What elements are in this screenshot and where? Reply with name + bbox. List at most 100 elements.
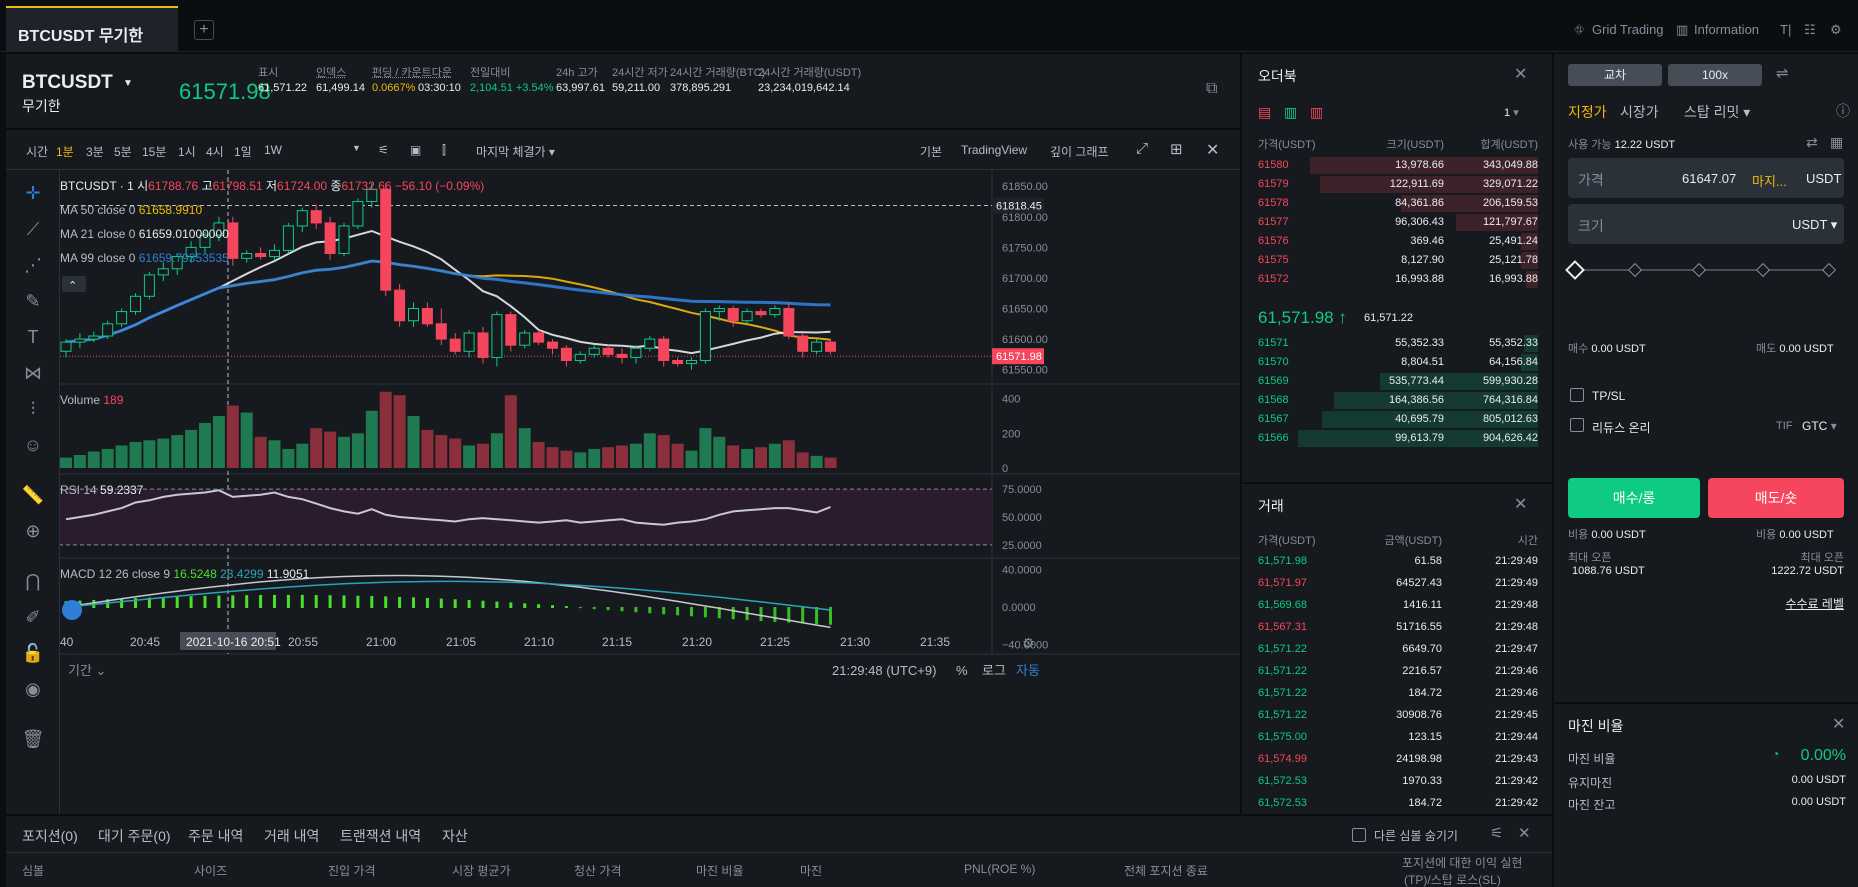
bid-row[interactable]: 61568 164,386.56 764,316.84	[1242, 391, 1552, 410]
bid-row[interactable]: 61566 99,613.79 904,626.42	[1242, 429, 1552, 448]
information-link[interactable]: Information	[1694, 22, 1760, 37]
book-both-icon[interactable]: ▤	[1258, 104, 1272, 120]
stat-label[interactable]: 인덱스	[316, 67, 347, 79]
ask-row[interactable]: 61572 16,993.88 16,993.88	[1242, 270, 1552, 289]
interval-4[interactable]: 1시	[178, 145, 196, 159]
indicator-icon[interactable]: ⚟	[378, 143, 389, 157]
slider-mark[interactable]	[1821, 262, 1837, 278]
close-icon[interactable]: ✕	[1518, 825, 1531, 842]
price-input[interactable]: 가격 61647.07 마지... USDT	[1568, 158, 1844, 198]
type-stop-limit[interactable]: 스탑 리밋 ▾	[1684, 104, 1751, 120]
ask-row[interactable]: 61578 84,361.86 206,159.53	[1242, 194, 1552, 213]
view-tradingview[interactable]: TradingView	[961, 143, 1028, 157]
size-unit-select[interactable]: USDT ▾	[1792, 217, 1838, 232]
close-icon[interactable]: ✕	[1514, 66, 1528, 83]
tab-positions[interactable]: 포지션(0)	[22, 828, 78, 844]
tab-transactions[interactable]: 트랜잭션 내역	[340, 828, 422, 844]
chevron-down-icon[interactable]: ▼	[352, 143, 361, 153]
slider-mark[interactable]	[1691, 262, 1707, 278]
pattern-icon[interactable]: ⋈	[24, 363, 42, 383]
price-type-select[interactable]: 마지막 체결가 ▾	[476, 145, 555, 159]
sell-short-button[interactable]: 매도/숏	[1708, 478, 1844, 518]
view-basic[interactable]: 기본	[920, 145, 943, 159]
layout-icon[interactable]: ⊞	[1170, 141, 1183, 158]
interval-2[interactable]: 5분	[114, 145, 132, 159]
calculator-icon[interactable]: ▦	[1830, 134, 1844, 150]
chart-svg[interactable]: 61850.00 61800.00 61750.00 61700.00 61650.00…	[6, 170, 1240, 814]
ask-row[interactable]: 61579 122,911.69 329,071.22	[1242, 175, 1552, 194]
fullscreen-icon[interactable]: ⤢	[1136, 140, 1149, 157]
slider-handle[interactable]	[1565, 260, 1585, 280]
trash-icon[interactable]: 🗑	[21, 729, 45, 749]
slider-mark[interactable]	[1755, 262, 1771, 278]
margin-mode-button[interactable]: 교차	[1568, 64, 1662, 86]
tif-select[interactable]: GTC ▾	[1802, 419, 1837, 433]
settings-icon[interactable]: ⚙	[1830, 22, 1842, 37]
info-icon[interactable]: ⓘ	[1836, 103, 1850, 119]
interval-3[interactable]: 15분	[142, 145, 167, 159]
book-bids-icon[interactable]: ▥	[1284, 104, 1298, 120]
candle-type-icon[interactable]: ⫿	[442, 143, 446, 157]
text-size-icon[interactable]: T|	[1780, 22, 1792, 37]
grid-trading-link[interactable]: Grid Trading	[1592, 22, 1664, 37]
type-market[interactable]: 시장가	[1620, 104, 1659, 120]
interval-6[interactable]: 1일	[234, 145, 252, 159]
fee-level-link[interactable]: 수수료 레벨	[1785, 597, 1844, 611]
crosshair-icon[interactable]: ✛	[25, 183, 41, 203]
symbol-name[interactable]: BTCUSDT	[22, 72, 113, 93]
lock-drawing-icon[interactable]: ✐	[25, 607, 41, 627]
hide-other-checkbox[interactable]	[1352, 828, 1366, 842]
price-last-tag[interactable]: 마지...	[1752, 174, 1787, 189]
magnet-icon[interactable]: ⋂	[25, 571, 41, 591]
reduce-only-checkbox[interactable]	[1570, 418, 1584, 432]
close-icon[interactable]: ✕	[1514, 496, 1528, 513]
text-icon[interactable]: T	[27, 327, 39, 347]
trendline-icon[interactable]: ⟋	[26, 219, 40, 239]
view-depth[interactable]: 깊이 그래프	[1050, 145, 1109, 159]
bid-row[interactable]: 61571 55,352.33 55,352.33	[1242, 334, 1552, 353]
bid-row[interactable]: 61569 535,773.44 599,930.28	[1242, 372, 1552, 391]
sliders-icon[interactable]: ⧉	[1206, 80, 1218, 97]
interval-0[interactable]: 1분	[56, 145, 74, 159]
close-icon[interactable]: ✕	[1832, 716, 1846, 733]
template-icon[interactable]: ▣	[410, 143, 422, 157]
ruler-icon[interactable]: 📏	[21, 485, 45, 505]
forecast-icon[interactable]: ⫶	[30, 399, 36, 419]
transfer-icon[interactable]: ⇄	[1806, 134, 1818, 150]
close-icon[interactable]: ✕	[1206, 142, 1220, 159]
buy-long-button[interactable]: 매수/롱	[1568, 478, 1700, 518]
stat-label[interactable]: 펀딩 / 카운트다운	[372, 67, 453, 79]
ask-row[interactable]: 61576 369.46 25,491.24	[1242, 232, 1552, 251]
tab-assets[interactable]: 자산	[442, 828, 468, 844]
bid-row[interactable]: 61570 8,804.51 64,156.84	[1242, 353, 1552, 372]
tpsl-checkbox[interactable]	[1570, 388, 1584, 402]
type-limit[interactable]: 지정가	[1568, 104, 1607, 120]
leverage-button[interactable]: 100x	[1668, 64, 1762, 86]
tab-trade-history[interactable]: 거래 내역	[264, 828, 320, 844]
ask-row[interactable]: 61575 8,127.90 25,121.78	[1242, 251, 1552, 270]
tab-order-history[interactable]: 주문 내역	[188, 828, 244, 844]
tab-open-orders[interactable]: 대기 주문(0)	[98, 828, 171, 844]
chart-area[interactable]: 61850.00 61800.00 61750.00 61700.00 61650.00…	[6, 170, 1240, 814]
interval-7[interactable]: 1W	[264, 143, 282, 157]
lock-icon[interactable]: 🔓	[21, 643, 45, 663]
tab-btcusdt[interactable]: BTCUSDT 무기한	[6, 6, 178, 52]
emoji-icon[interactable]: ☺	[23, 435, 43, 455]
fib-icon[interactable]: ⋰	[24, 255, 42, 275]
brush-icon[interactable]: ✎	[25, 291, 41, 311]
slider-mark[interactable]	[1627, 262, 1643, 278]
precision-select[interactable]: 1 ▾	[1504, 107, 1519, 119]
ask-row[interactable]: 61577 96,306.43 121,797.67	[1242, 213, 1552, 232]
layout-settings-icon[interactable]: ☷	[1804, 22, 1816, 37]
add-tab-button[interactable]: +	[194, 20, 214, 40]
filter-icon[interactable]: ⚟	[1490, 825, 1504, 842]
calculator-icon[interactable]: ⇌	[1776, 65, 1789, 82]
bid-row[interactable]: 61567 40,695.79 805,012.63	[1242, 410, 1552, 429]
size-input[interactable]: 크기 USDT ▾	[1568, 204, 1844, 244]
chevron-down-icon[interactable]: ▼	[123, 78, 133, 89]
book-asks-icon[interactable]: ▥	[1310, 104, 1324, 120]
ask-row[interactable]: 61580 13,978.66 343,049.88	[1242, 156, 1552, 175]
zoom-icon[interactable]: ⊕	[25, 521, 41, 541]
interval-5[interactable]: 4시	[206, 145, 224, 159]
eye-icon[interactable]: ◉	[25, 679, 41, 699]
